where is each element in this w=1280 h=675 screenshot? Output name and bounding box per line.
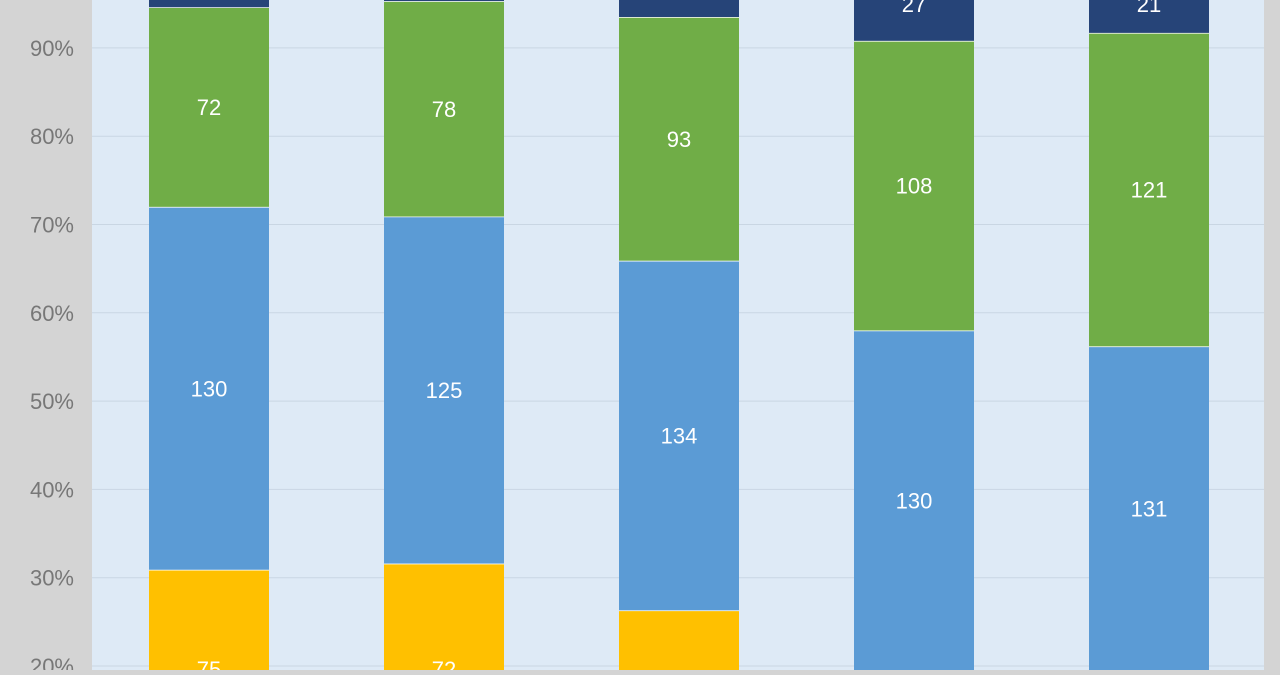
bar-segment [619,16,739,261]
data-label: 93 [667,127,691,152]
bar-segment [384,563,504,675]
y-tick-label: 60% [30,301,74,326]
bar-segment [384,0,504,2]
bar-segment [854,0,974,41]
bars [149,0,1209,675]
y-tick-label: 70% [30,213,74,238]
y-tick-label: 30% [30,566,74,591]
bar-segment [1089,32,1209,347]
data-label: 72 [197,95,221,120]
data-label: 75 [197,657,221,670]
bar-segment [854,330,974,671]
bar-segment [1089,0,1209,33]
data-label: 27 [902,0,926,17]
bar-segment [854,40,974,331]
data-label: 78 [432,97,456,122]
bar-segment [384,216,504,564]
data-label: 121 [1131,178,1168,203]
bar-segment [619,260,739,611]
bar-segment [149,569,269,675]
data-label: 125 [426,378,463,403]
y-tick-label: 50% [30,389,74,414]
data-label: 108 [896,174,933,199]
y-axis: 20% 30% 40% 50% 60% 70% 80% 90% [30,36,74,675]
bar-segment [149,7,269,207]
data-label: 134 [661,424,698,449]
bar-segment [1089,346,1209,671]
data-label: 130 [191,376,228,401]
bar-segment [149,0,269,8]
data-label: 72 [432,657,456,670]
y-tick-label: 20% [30,654,74,670]
data-label: 21 [1137,0,1161,17]
y-tick-label: 40% [30,477,74,502]
data-label: 130 [896,488,933,513]
data-label: 131 [1131,496,1168,521]
data-labels: 75 130 72 72 125 78 134 93 130 108 27 131 121 21 [191,0,1168,675]
bar-segment [619,610,739,675]
bar-segment [619,0,739,17]
y-tick-label: 80% [30,124,74,149]
y-tick-label: 90% [30,36,74,61]
bar-segment [384,1,504,217]
bar-segment [149,206,269,570]
